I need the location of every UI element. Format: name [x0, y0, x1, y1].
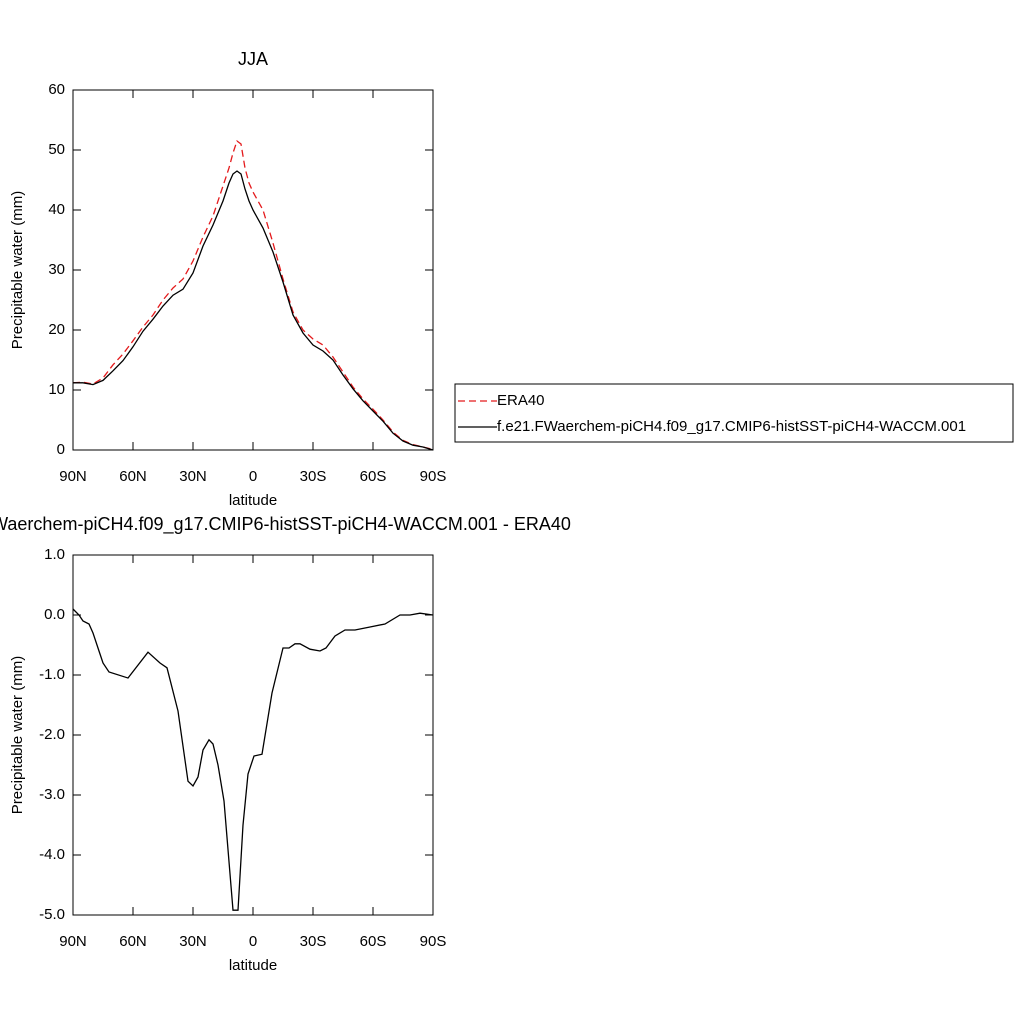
- y-tick-label: -2.0: [39, 726, 65, 743]
- x-tick-label: 30N: [179, 468, 207, 485]
- y-tick-label: 40: [48, 201, 65, 218]
- y-tick-label: -1.0: [39, 666, 65, 683]
- plot-frame: [72, 89, 434, 451]
- plot-frame: [72, 554, 434, 916]
- y-tick-label: -4.0: [39, 846, 65, 863]
- data-line: [72, 608, 434, 911]
- x-tick-label: 60S: [360, 933, 387, 950]
- y-tick-label: 30: [48, 261, 65, 278]
- legend-box: [454, 383, 1014, 443]
- x-tick-label: 30S: [300, 933, 327, 950]
- x-axis-label: latitude: [229, 957, 277, 974]
- x-axis-label: latitude: [229, 492, 277, 509]
- x-tick-label: 30S: [300, 468, 327, 485]
- chart-title: f.e21.FWaerchem-piCH4.f09_g17.CMIP6-hist…: [0, 514, 571, 535]
- y-tick-label: 60: [48, 81, 65, 98]
- legend-label: f.e21.FWaerchem-piCH4.f09_g17.CMIP6-hist…: [497, 418, 966, 435]
- y-tick-label: 50: [48, 141, 65, 158]
- x-tick-label: 90N: [59, 933, 87, 950]
- chart-title: JJA: [238, 49, 268, 69]
- x-tick-label: 90S: [420, 933, 447, 950]
- y-tick-label: 0: [57, 441, 65, 458]
- data-line: [72, 139, 434, 451]
- x-tick-label: 60S: [360, 468, 387, 485]
- y-axis-label: Precipitable water (mm): [9, 191, 26, 349]
- y-tick-label: 20: [48, 321, 65, 338]
- y-tick-label: 1.0: [44, 546, 65, 563]
- y-axis-label: Precipitable water (mm): [9, 656, 26, 814]
- x-tick-label: 90N: [59, 468, 87, 485]
- y-tick-label: 0.0: [44, 606, 65, 623]
- y-tick-label: -5.0: [39, 906, 65, 923]
- y-tick-label: 10: [48, 381, 65, 398]
- legend-label: ERA40: [497, 392, 545, 409]
- x-tick-label: 30N: [179, 933, 207, 950]
- x-tick-label: 60N: [119, 933, 147, 950]
- y-tick-label: -3.0: [39, 786, 65, 803]
- data-line: [73, 170, 434, 451]
- x-tick-label: 0: [249, 468, 257, 485]
- x-tick-label: 0: [249, 933, 257, 950]
- x-tick-label: 60N: [119, 468, 147, 485]
- x-tick-label: 90S: [420, 468, 447, 485]
